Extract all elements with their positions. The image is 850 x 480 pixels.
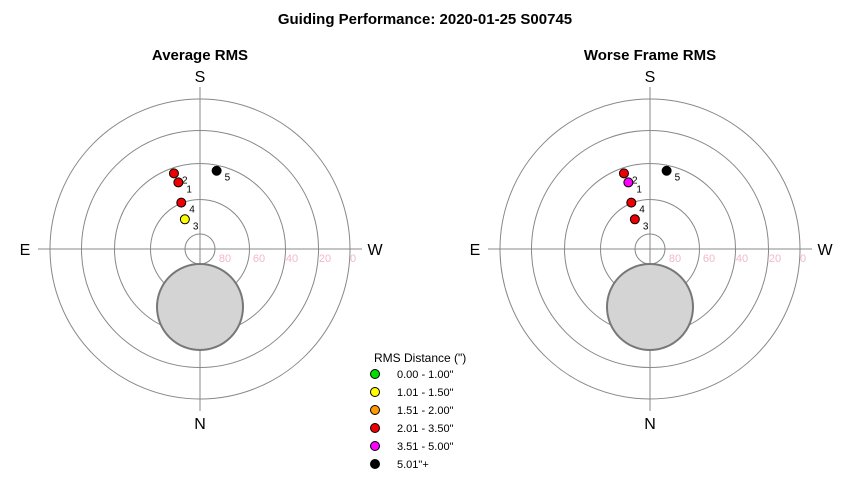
direction-label-S: S [645,69,656,86]
moon-disk [156,263,244,351]
guide-point-4 [176,197,187,208]
altitude-tick-label: 0 [800,253,806,265]
altitude-tick-label: 60 [253,253,265,265]
direction-label-E: E [470,242,481,259]
legend-swatch [370,369,380,379]
guide-point-label: 4 [639,205,645,216]
direction-label-E: E [20,242,31,259]
guide-point-5 [661,165,672,176]
guide-point-1 [623,177,634,188]
legend-label: 2.01 - 3.50" [397,423,454,435]
guide-point-label: 1 [186,184,192,195]
legend-swatch [370,405,380,415]
guide-point-label: 3 [193,221,199,232]
altitude-tick-label: 80 [219,253,231,265]
guide-point-3 [629,214,640,225]
guide-point-3 [179,214,190,225]
altitude-tick-label: 80 [669,253,681,265]
guide-point-label: 5 [225,173,231,184]
worse-frame-rms-title: Worse Frame RMS [584,47,716,64]
direction-label-S: S [195,69,206,86]
altitude-tick-label: 0 [350,253,356,265]
legend-title: RMS Distance (") [374,351,466,365]
average-rms-plot: Average RMS S N E W 80 60 40 20 0 12 3 4 5 [20,47,384,433]
altitude-tick-label: 60 [703,253,715,265]
guide-point-label: 5 [675,173,681,184]
moon-disk [606,263,694,351]
legend-label: 1.01 - 1.50" [397,387,454,399]
altitude-tick-label: 20 [319,253,331,265]
rms-legend: RMS Distance (") 0.00 - 1.00" 1.01 - 1.50… [370,351,466,471]
guide-point-2 [618,168,629,179]
legend-label: 5.01"+ [397,459,429,471]
legend-swatch [370,441,380,451]
guide-point-label: 3 [643,221,649,232]
legend-label: 1.51 - 2.00" [397,405,454,417]
altitude-tick-label: 40 [286,253,298,265]
altitude-tick-label: 40 [736,253,748,265]
guide-point-label: 4 [189,205,195,216]
direction-label-N: N [194,416,206,433]
legend-label: 3.51 - 5.00" [397,441,454,453]
average-rms-title: Average RMS [152,47,248,64]
guide-point-label: 1 [636,184,642,195]
guide-point-4 [626,197,637,208]
guide-point-1 [173,177,184,188]
guide-point-label: 2 [632,175,638,186]
guide-point-label: 2 [182,175,188,186]
direction-label-N: N [644,416,656,433]
legend-swatch [370,387,380,397]
guide-point-5 [211,165,222,176]
figure-title: Guiding Performance: 2020-01-25 S00745 [278,11,572,28]
direction-label-W: W [817,242,833,259]
legend-label: 0.00 - 1.00" [397,369,454,381]
legend-swatch [370,459,380,469]
altitude-tick-label: 20 [769,253,781,265]
guide-point-2 [168,168,179,179]
direction-label-W: W [367,242,383,259]
legend-swatch [370,423,380,433]
worse-frame-rms-plot: Worse Frame RMS S N E W 80 60 40 20 0 12 3 4 5 [470,47,834,433]
